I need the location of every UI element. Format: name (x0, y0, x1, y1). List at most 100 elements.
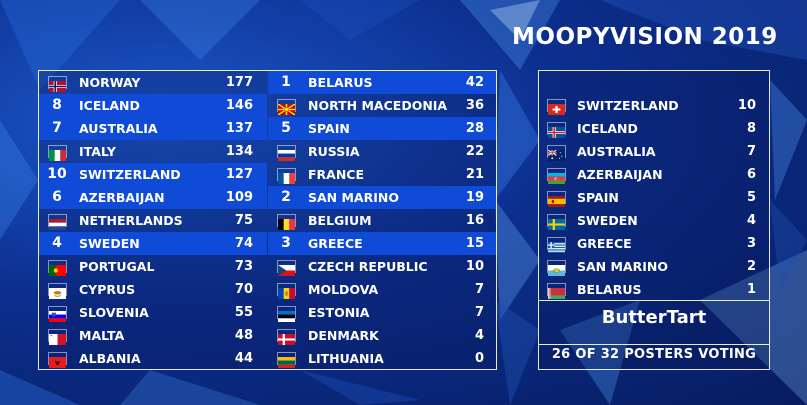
flag-cyprus-icon (48, 283, 67, 299)
country-row: 2 SAN MARINO 19 (268, 186, 496, 209)
country-score: 75 (234, 213, 253, 228)
country-name: ITALY (79, 144, 116, 159)
flag-switzerland-icon (547, 99, 566, 115)
flag-estonia-icon (277, 306, 296, 322)
votes-panel: SWITZERLAND 10 ICELAND 8 AUSTRALIA 7 AZERBAIJA… (538, 70, 770, 370)
flag-australia-icon (547, 145, 566, 161)
points-awarded: 1 (281, 74, 291, 90)
flag-italy-icon (48, 145, 67, 161)
points-awarded: 8 (52, 97, 62, 113)
country-name: NETHERLANDS (79, 213, 183, 228)
country-row: NETHERLANDS 75 (39, 209, 267, 232)
vote-points: 8 (746, 121, 756, 136)
country-score: 74 (234, 236, 253, 251)
country-row: DENMARK 4 (268, 324, 496, 347)
flag-norway-icon (48, 76, 67, 92)
country-row: NORTH MACEDONIA 36 (268, 94, 496, 117)
divider (539, 300, 769, 301)
country-name: CYPRUS (79, 282, 136, 297)
vote-country-name: SPAIN (577, 190, 619, 205)
flag-netherlands-icon (48, 214, 67, 230)
country-row: RUSSIA 22 (268, 140, 496, 163)
points-awarded: 4 (52, 235, 62, 251)
flag-denmark-icon (277, 329, 296, 345)
vote-points: 3 (746, 236, 756, 251)
country-score: 73 (234, 259, 253, 274)
vote-country-name: ICELAND (577, 121, 638, 136)
country-score: 19 (465, 190, 484, 205)
country-name: BELGIUM (308, 213, 372, 228)
country-row: NORWAY 177 (39, 71, 267, 94)
country-score: 42 (465, 75, 484, 90)
vote-row: AUSTRALIA 7 (539, 140, 769, 163)
vote-row: GREECE 3 (539, 232, 769, 255)
flag-north-macedonia-icon (277, 99, 296, 116)
flag-albania-icon (48, 352, 67, 368)
vote-country-name: AZERBAIJAN (577, 167, 663, 182)
vote-points: 2 (746, 259, 756, 274)
country-name: NORTH MACEDONIA (308, 98, 448, 113)
flag-spain-icon (547, 191, 566, 207)
points-awarded: 7 (52, 120, 62, 136)
country-row: 6 AZERBAIJAN 109 (39, 186, 267, 209)
country-score: 36 (465, 98, 484, 113)
country-score: 146 (225, 98, 253, 113)
country-score: 10 (465, 259, 484, 274)
voter-name: ButterTart (601, 307, 707, 328)
country-name: SWEDEN (79, 236, 140, 251)
country-row: BELGIUM 16 (268, 209, 496, 232)
flag-iceland-icon (547, 122, 566, 138)
country-name: LITHUANIA (308, 351, 384, 366)
scoreboard: NORWAY 177 8 ICELAND 146 7 AUSTRALIA 137 ITALY 13… (38, 70, 497, 370)
vote-points: 4 (746, 213, 756, 228)
vote-country-name: AUSTRALIA (577, 144, 656, 159)
flag-belarus-icon (547, 283, 566, 299)
flag-azerbaijan-icon (547, 168, 566, 184)
country-name: CZECH REPUBLIC (308, 259, 428, 274)
flag-slovenia-icon (48, 306, 67, 322)
flag-lithuania-icon (277, 352, 296, 368)
divider (539, 344, 769, 345)
country-row: ITALY 134 (39, 140, 267, 163)
flag-sweden-icon (547, 214, 566, 230)
country-score: 177 (225, 75, 253, 90)
country-score: 109 (225, 190, 253, 205)
country-row: MOLDOVA 7 (268, 278, 496, 301)
vote-row: SAN MARINO 2 (539, 255, 769, 278)
vote-row: AZERBAIJAN 6 (539, 163, 769, 186)
page-title: MOOPYVISION 2019 (512, 24, 778, 50)
country-name: DENMARK (308, 328, 379, 343)
country-row: 4 SWEDEN 74 (39, 232, 267, 255)
country-score: 70 (234, 282, 253, 297)
country-name: NORWAY (79, 75, 141, 90)
country-row: MALTA 48 (39, 324, 267, 347)
country-score: 7 (474, 282, 484, 297)
flag-russia-icon (277, 145, 296, 161)
country-name: PORTUGAL (79, 259, 155, 274)
points-awarded: 6 (52, 189, 62, 205)
country-score: 137 (225, 121, 253, 136)
country-row: LITHUANIA 0 (268, 347, 496, 370)
country-score: 4 (474, 328, 484, 343)
country-row: 1 BELARUS 42 (268, 71, 496, 94)
country-row: CZECH REPUBLIC 10 (268, 255, 496, 278)
country-name: ESTONIA (308, 305, 370, 320)
vote-country-name: SWEDEN (577, 213, 638, 228)
country-name: FRANCE (308, 167, 365, 182)
country-name: AUSTRALIA (79, 121, 158, 136)
vote-country-name: GREECE (577, 236, 632, 251)
country-row: ALBANIA 44 (39, 347, 267, 370)
flag-belgium-icon (277, 214, 296, 230)
country-name: MALTA (79, 328, 125, 343)
country-row: 3 GREECE 15 (268, 232, 496, 255)
vote-points: 6 (746, 167, 756, 182)
scoreboard-right-column: 1 BELARUS 42 NORTH MACEDONIA 36 5 SPAIN 28 RUSSI… (268, 71, 496, 370)
country-row: CYPRUS 70 (39, 278, 267, 301)
flag-france-icon (277, 168, 296, 184)
country-row: SLOVENIA 55 (39, 301, 267, 324)
country-name: BELARUS (308, 75, 373, 90)
country-score: 48 (234, 328, 253, 343)
points-awarded: 2 (281, 189, 291, 205)
country-name: RUSSIA (308, 144, 360, 159)
vote-points: 10 (737, 98, 756, 113)
